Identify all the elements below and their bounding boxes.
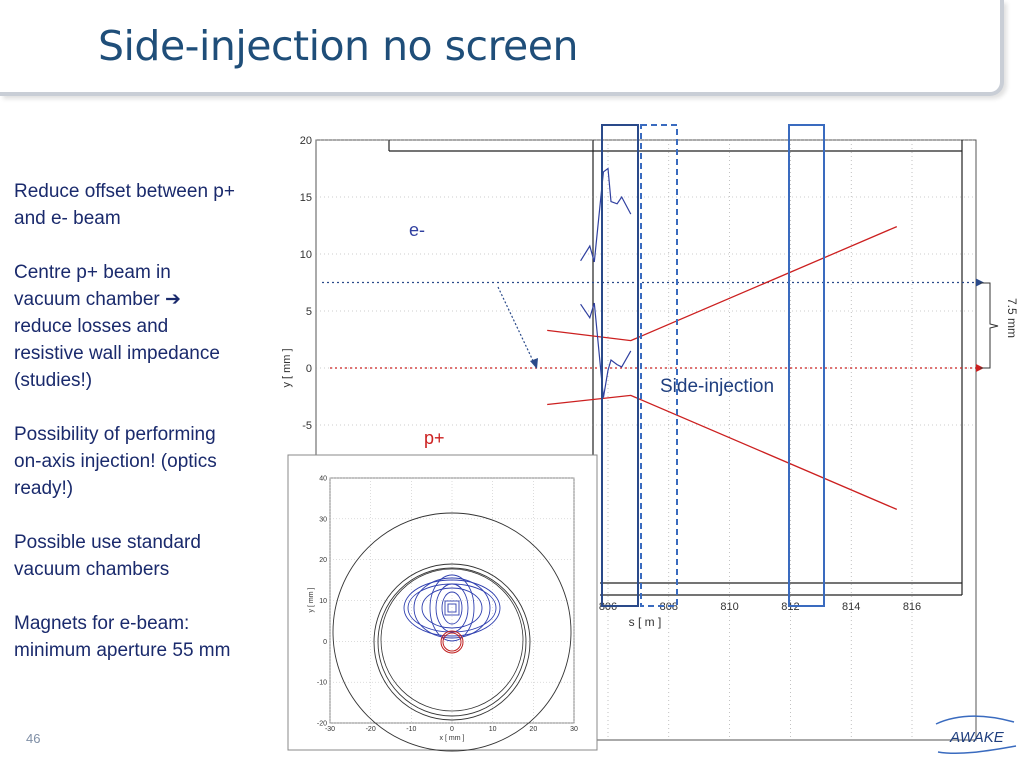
inset-x-tick-label: 0: [450, 726, 454, 733]
inset-x-tick-label: 20: [529, 726, 537, 733]
bullet-line: Possibility of performing: [14, 424, 216, 445]
y-axis-label: y [ mm ]: [281, 348, 293, 387]
inset-y-tick-label: -10: [317, 680, 327, 687]
inset-x-tick-label: -20: [366, 726, 376, 733]
proton-beam-envelopes: [440, 630, 464, 654]
bullet-item: Centre p+ beam in vacuum chamber ➔ reduc…: [14, 259, 289, 394]
inner-chamber-ring-3: [380, 568, 524, 712]
inset-x-tick-label: 10: [489, 726, 497, 733]
inset-y-tick-label: 40: [319, 476, 327, 483]
slide-number: 46: [26, 731, 41, 746]
injection-arrowhead: [530, 358, 538, 369]
electron-beam-upper-envelope: [580, 167, 632, 263]
inset-x-tick-label: 30: [570, 726, 578, 733]
inset-y-tick-label: 30: [319, 516, 327, 523]
inset-y-tick-label: 10: [319, 598, 327, 605]
inset-y-tick-label: 0: [323, 639, 327, 646]
inset-x-axis-label: x [ mm ]: [440, 735, 465, 742]
electron-envelope: [403, 579, 501, 637]
offset-bracket: [980, 282, 999, 369]
bullet-line: (studies!): [14, 370, 93, 391]
electron-envelope: [421, 587, 483, 629]
bullet-line: on-axis injection! (optics: [14, 451, 217, 472]
y-tick-label: 15: [300, 192, 312, 204]
bullet-line: vacuum chamber ➔: [14, 289, 181, 310]
injection-arrow: [497, 286, 536, 366]
bullet-line: Reduce offset between p+: [14, 181, 235, 202]
electron-envelope: [441, 591, 463, 625]
x-tick-label: 816: [903, 601, 921, 613]
y-tick-label: -5: [302, 420, 312, 432]
bullet-item: Reduce offset between p+ and e- beam: [14, 178, 289, 232]
proton-envelope: [440, 630, 464, 654]
bullet-line: Magnets for e-beam:: [14, 613, 190, 634]
electron-beam-label: e-: [409, 220, 425, 240]
y-tick-label: 5: [306, 306, 312, 318]
inner-chamber-ring-1: [373, 563, 531, 721]
plot-area-frame: [315, 139, 977, 741]
inset-grid: [329, 477, 575, 724]
electron-core: [447, 603, 457, 613]
electron-envelope: [435, 583, 469, 633]
inset-x-tick-label: -10: [406, 726, 416, 733]
bullet-list: Reduce offset between p+ and e- beam Cen…: [14, 178, 289, 691]
grid-layer: [316, 139, 976, 740]
awake-logo: AWAKE: [935, 715, 1017, 755]
bullet-line: vacuum chambers: [14, 559, 170, 580]
inner-chamber-ring-2: [377, 567, 527, 717]
electron-envelope: [429, 574, 475, 642]
magnet-box-dashed: [640, 124, 678, 607]
x-tick-label: 810: [720, 601, 738, 613]
bullet-line: resistive wall impedance: [14, 343, 220, 364]
proton-beam-lower-envelope: [547, 394, 898, 510]
bullet-line: Possible use standard: [14, 532, 201, 553]
bullet-line: minimum aperture 55 mm: [14, 640, 231, 661]
magnet-box-solid-left: [601, 124, 639, 607]
bullet-line: ready!): [14, 478, 74, 499]
proton-beam-upper-envelope: [547, 226, 898, 342]
bullet-item: Possibility of performing on-axis inject…: [14, 421, 289, 502]
inset-y-axis-label: y [ mm ]: [308, 588, 315, 613]
bullet-line: Centre p+ beam in: [14, 262, 171, 283]
side-injection-label: Side-injection: [660, 376, 774, 397]
electron-beam-envelopes: [403, 574, 501, 642]
offset-label: 7.5 mm: [1005, 298, 1019, 338]
proton-beam-label: p+: [424, 428, 445, 448]
electron-core: [444, 600, 460, 616]
inset-y-tick-label: 20: [319, 557, 327, 564]
inset-y-tick-label: -20: [317, 721, 327, 728]
y-tick-label: 20: [300, 135, 312, 147]
proton-envelope: [442, 632, 462, 652]
electron-beam-lower-envelope: [580, 302, 632, 398]
y-tick-label: 10: [300, 249, 312, 261]
page-title: Side-injection no screen: [98, 22, 578, 70]
bullet-item: Magnets for e-beam: minimum aperture 55 …: [14, 610, 289, 664]
bullet-line: reduce losses and: [14, 316, 169, 337]
bullet-line: and e- beam: [14, 208, 121, 229]
title-bar: Side-injection no screen: [0, 0, 1004, 96]
bullet-item: Possible use standard vacuum chambers: [14, 529, 289, 583]
outer-vacuum-chamber: [332, 512, 572, 752]
x-axis-label: s [ m ]: [629, 615, 662, 629]
magnet-box-solid-right: [788, 124, 825, 607]
x-tick-label: 814: [842, 601, 860, 613]
inset-x-tick-label: -30: [325, 726, 335, 733]
logo-text: AWAKE: [949, 729, 1005, 746]
electron-envelope: [413, 577, 491, 639]
y-tick-label: 0: [306, 363, 312, 375]
